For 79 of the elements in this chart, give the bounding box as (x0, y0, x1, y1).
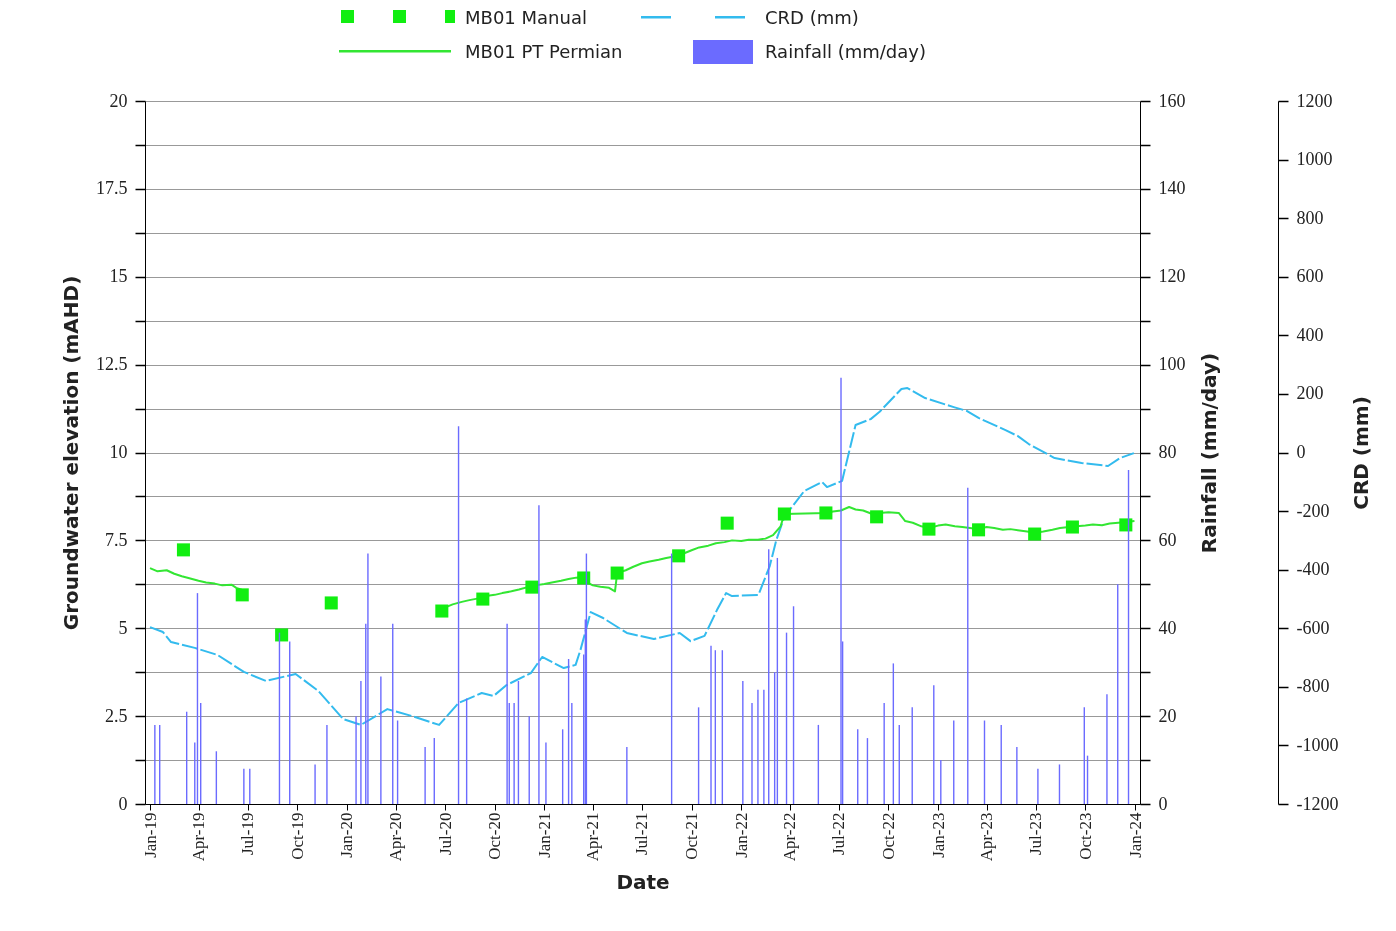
y-tick-label: 17.5 (96, 178, 128, 199)
point (777, 507, 791, 521)
point (819, 506, 833, 520)
y3-tick-label: 1200 (1296, 90, 1333, 111)
legend-label: MB01 PT Permian (465, 40, 623, 62)
point (476, 592, 490, 606)
point (720, 516, 734, 530)
point (435, 604, 449, 618)
point (610, 566, 624, 580)
y-tick-label: 7.5 (105, 529, 128, 550)
x-tick-label: Apr-21 (583, 812, 603, 862)
x-tick-label: Apr-19 (189, 812, 209, 862)
x-tick-label: Apr-23 (977, 812, 997, 862)
y3-axis-title: CRD (mm) (1349, 396, 1374, 510)
point (235, 588, 249, 602)
y3-tick-label: 200 (1296, 383, 1324, 404)
y3-tick-label: -600 (1296, 617, 1330, 638)
y-tick-label: 12.5 (96, 354, 128, 375)
y-tick-label: 10 (109, 442, 128, 462)
y-tick-label: 2.5 (105, 705, 128, 726)
x-tick-label: Jan-20 (337, 812, 357, 858)
point (1119, 518, 1133, 532)
x-tick-label: Jan-24 (1125, 812, 1145, 858)
x-tick-label: Jul-19 (238, 812, 258, 855)
y3-tick-label: 600 (1296, 266, 1324, 287)
point (176, 543, 190, 557)
x-tick-label: Jul-23 (1026, 812, 1046, 855)
point (672, 549, 686, 563)
y2-tick-label: 40 (1158, 617, 1177, 638)
line-series (149, 387, 1135, 726)
x-tick-label: Jul-22 (829, 812, 849, 855)
point (525, 580, 539, 594)
legend-label: MB01 Manual (465, 6, 587, 28)
x-tick-label: Oct-21 (682, 812, 702, 860)
y2-tick-label: 140 (1158, 178, 1186, 199)
x-tick-label: Jan-22 (731, 812, 751, 858)
y-tick-label: 20 (109, 90, 128, 111)
point (324, 596, 338, 610)
y3-tick-label: -800 (1296, 676, 1330, 697)
x-tick-label: Jan-19 (140, 812, 160, 858)
x-tick-label: Jan-21 (534, 812, 554, 858)
y2-tick-label: 20 (1158, 705, 1177, 726)
point (972, 523, 986, 537)
y2-tick-label: 120 (1158, 266, 1186, 287)
y2-tick-label: 0 (1158, 793, 1168, 814)
y3-tick-label: 0 (1296, 442, 1306, 462)
x-tick-label: Jan-23 (928, 812, 948, 858)
point (1028, 527, 1042, 541)
x-tick-label: Apr-22 (780, 812, 800, 862)
y2-tick-label: 60 (1158, 529, 1177, 550)
point (1065, 520, 1079, 534)
legend-label: Rainfall (mm/day) (765, 40, 926, 62)
y2-axis-title: Rainfall (mm/day) (1196, 352, 1221, 554)
y2-tick-label: 160 (1158, 90, 1186, 111)
y3-tick-label: 400 (1296, 324, 1324, 345)
x-axis-title: Date (616, 870, 670, 895)
y2-tick-label: 100 (1158, 354, 1186, 375)
point (275, 628, 289, 642)
point (870, 510, 884, 524)
x-tick-label: Jul-21 (632, 812, 652, 855)
y3-tick-label: -200 (1296, 500, 1330, 521)
y3-tick-label: -1200 (1296, 793, 1339, 814)
point (922, 522, 936, 536)
y-tick-label: 5 (118, 617, 128, 638)
x-tick-label: Oct-23 (1075, 812, 1095, 860)
legend-label: CRD (mm) (765, 6, 859, 28)
x-tick-label: Oct-20 (485, 812, 505, 860)
x-tick-label: Jul-20 (435, 812, 455, 855)
y-tick-label: 0 (118, 793, 128, 814)
x-tick-label: Oct-19 (287, 812, 307, 860)
x-tick-label: Apr-20 (386, 812, 406, 862)
y3-tick-label: -400 (1296, 559, 1330, 580)
x-tick-label: Oct-22 (878, 812, 898, 860)
y-tick-label: 15 (109, 266, 128, 287)
y3-tick-label: 1000 (1296, 149, 1333, 170)
y2-tick-label: 80 (1158, 442, 1177, 462)
y3-tick-label: -1000 (1296, 734, 1339, 755)
y3-tick-label: 800 (1296, 207, 1324, 228)
y-axis-title: Groundwater elevation (mAHD) (59, 275, 83, 631)
